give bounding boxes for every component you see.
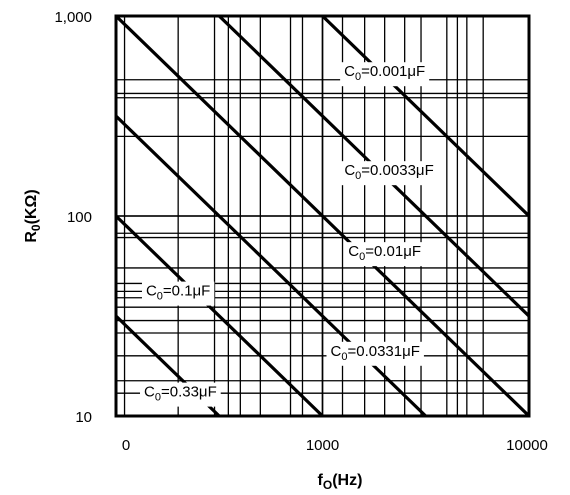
- series-line-0: [321, 16, 529, 218]
- series-label-text: C0=0.01μF: [348, 243, 421, 263]
- series-label-3: C0=0.0331μF: [326, 341, 424, 366]
- series-label-text: C0=0.1μF: [146, 283, 210, 303]
- x-tick-label: 0: [122, 437, 130, 454]
- plot-frame: [114, 14, 531, 418]
- series-label-0: C0=0.001μF: [340, 62, 430, 87]
- x-tick-label: 10000: [506, 437, 548, 454]
- y-tick-label: 100: [67, 209, 92, 226]
- x-tick-label: 1000: [306, 437, 339, 454]
- y-axis-title: R0(KΩ): [23, 189, 43, 242]
- series-label-text: C0=0.001μF: [344, 63, 425, 83]
- series-labels: C0=0.001μF C0=0.0033μF C0=0.01μF C0=0.0331μ…: [140, 62, 438, 407]
- series-label-2: C0=0.01μF: [344, 242, 426, 267]
- y-tick-label: 10: [75, 409, 92, 426]
- tick-labels: 0 1000 10000 10 100 1,000: [54, 9, 547, 454]
- series-label-4: C0=0.1μF: [141, 281, 215, 306]
- series-line-2: [116, 16, 529, 416]
- series-label-text: C0=0.0033μF: [344, 162, 433, 182]
- y-tick-label: 1,000: [54, 9, 92, 26]
- series-line-4: [116, 214, 324, 416]
- series-line-3: [116, 114, 427, 416]
- series-label-5: C0=0.33μF: [140, 382, 221, 407]
- x-axis-title: fO(Hz): [318, 472, 363, 492]
- series-label-text: C0=0.33μF: [144, 384, 217, 404]
- series-label-text: C0=0.0331μF: [331, 343, 420, 363]
- series-label-1: C0=0.0033μF: [340, 161, 438, 186]
